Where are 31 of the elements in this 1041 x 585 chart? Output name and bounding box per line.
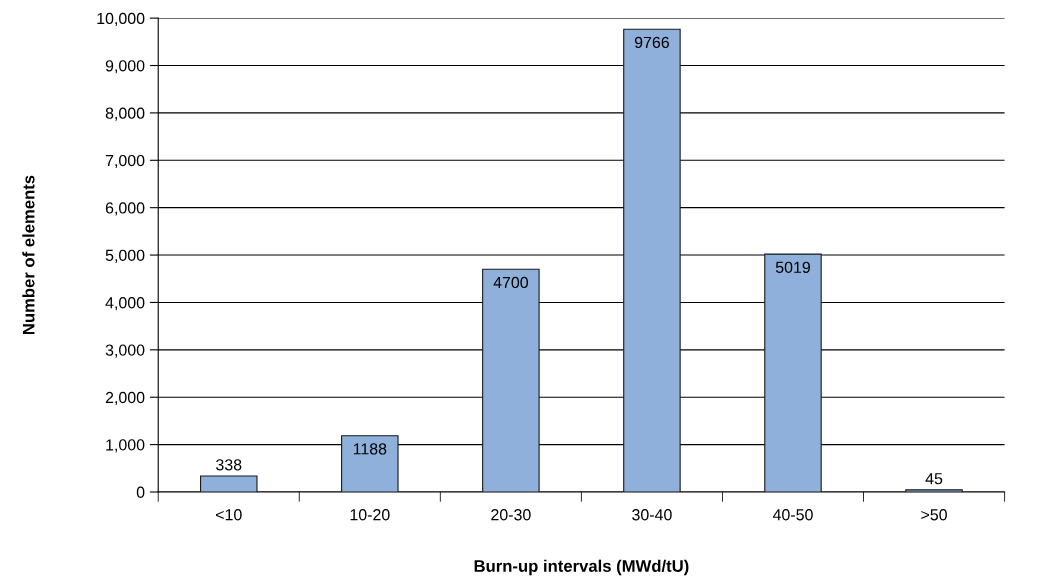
y-tick-label: 6,000 — [105, 202, 145, 216]
data-label: 45 — [925, 473, 943, 485]
y-tick-label: 5,000 — [105, 249, 145, 263]
x-tick-label: 20-30 — [491, 509, 531, 521]
y-tick-label: 7,000 — [105, 154, 145, 169]
data-label: 4700 — [493, 276, 529, 289]
y-tick-label: 9,000 — [105, 60, 145, 74]
bar — [623, 28, 681, 492]
data-label: 9766 — [634, 36, 669, 49]
data-label: 5019 — [775, 261, 810, 273]
x-tick-label: 30-40 — [632, 509, 672, 521]
bar — [905, 489, 963, 492]
data-label: 338 — [216, 459, 242, 471]
bar — [341, 435, 399, 492]
y-tick-label: 2,000 — [105, 391, 145, 406]
y-axis-title: Number of elements — [22, 175, 35, 335]
y-tick-label: 8,000 — [105, 107, 145, 121]
y-tick-label: 0 — [136, 486, 145, 498]
bar — [764, 253, 822, 492]
x-tick-label: >50 — [921, 509, 947, 521]
x-tick-label: 10-20 — [350, 509, 390, 521]
y-tick-label: 4,000 — [105, 297, 145, 311]
bar — [199, 475, 258, 492]
y-tick-label: 3,000 — [105, 344, 145, 358]
x-tick-label: 40-50 — [772, 509, 813, 521]
y-tick-label: 1,000 — [106, 439, 145, 453]
bar — [482, 268, 540, 492]
data-label: 1188 — [353, 443, 387, 455]
y-tick-label: 10,000 — [97, 12, 145, 26]
x-tick-label: <10 — [216, 509, 242, 521]
x-axis-title: Burn-up intervals (MWd/tU) — [474, 559, 689, 576]
